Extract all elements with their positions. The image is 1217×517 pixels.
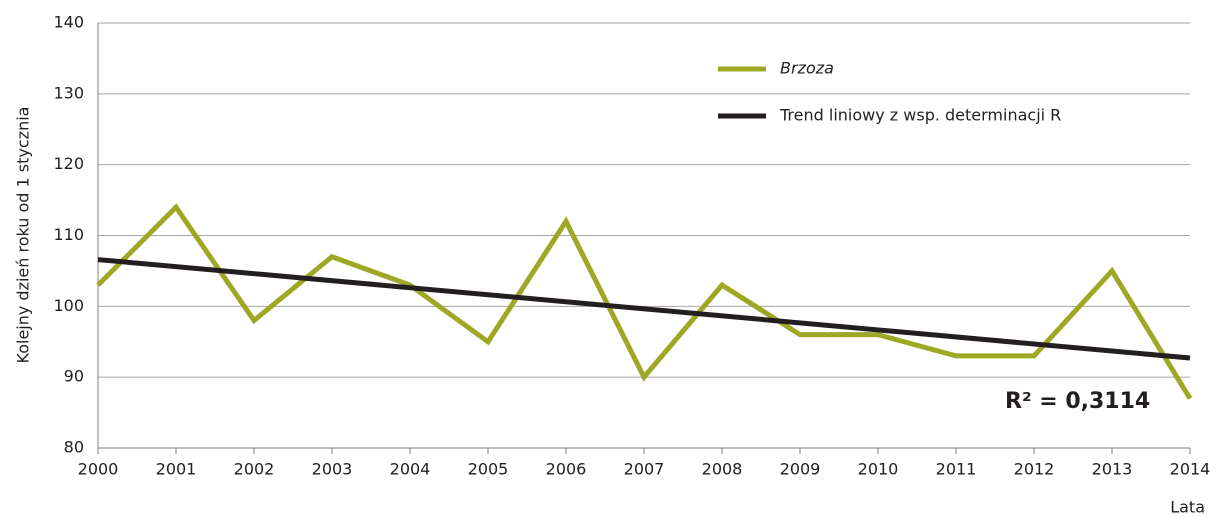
annotation: R² = 0,3114 <box>1005 389 1150 414</box>
y-tick-label: 140 <box>53 13 84 32</box>
y-tick-label: 90 <box>64 367 84 386</box>
series-line <box>97 257 1191 361</box>
x-axis-label: Lata <box>1170 498 1205 517</box>
x-tick-label: 2003 <box>312 460 353 479</box>
y-tick-label: 80 <box>64 438 84 457</box>
x-tick-label: 2009 <box>780 460 821 479</box>
x-tick-label: 2004 <box>390 460 431 479</box>
y-tick-label: 130 <box>53 83 84 102</box>
y-tick-label: 120 <box>53 154 84 173</box>
x-tick-label: 2011 <box>936 460 977 479</box>
x-tick-label: 2005 <box>468 460 509 479</box>
x-tick-label: 2010 <box>858 460 899 479</box>
x-tick-label: 2006 <box>546 460 587 479</box>
legend-label: Trend liniowy z wsp. determinacji R <box>779 106 1061 125</box>
x-tick-label: 2000 <box>78 460 119 479</box>
y-axis-label: Kolejny dzień roku od 1 stycznia <box>14 107 33 364</box>
x-tick-label: 2007 <box>624 460 665 479</box>
x-tick-label: 2001 <box>156 460 197 479</box>
x-tick-label: 2002 <box>234 460 275 479</box>
y-tick-label: 100 <box>53 296 84 315</box>
x-tick-label: 2012 <box>1014 460 1055 479</box>
x-tick-label: 2013 <box>1092 460 1133 479</box>
series-line <box>96 203 1193 400</box>
x-tick-label: 2014 <box>1170 460 1211 479</box>
y-tick-label: 110 <box>53 225 84 244</box>
x-tick-label: 2008 <box>702 460 743 479</box>
legend-label: Brzoza <box>780 59 834 78</box>
